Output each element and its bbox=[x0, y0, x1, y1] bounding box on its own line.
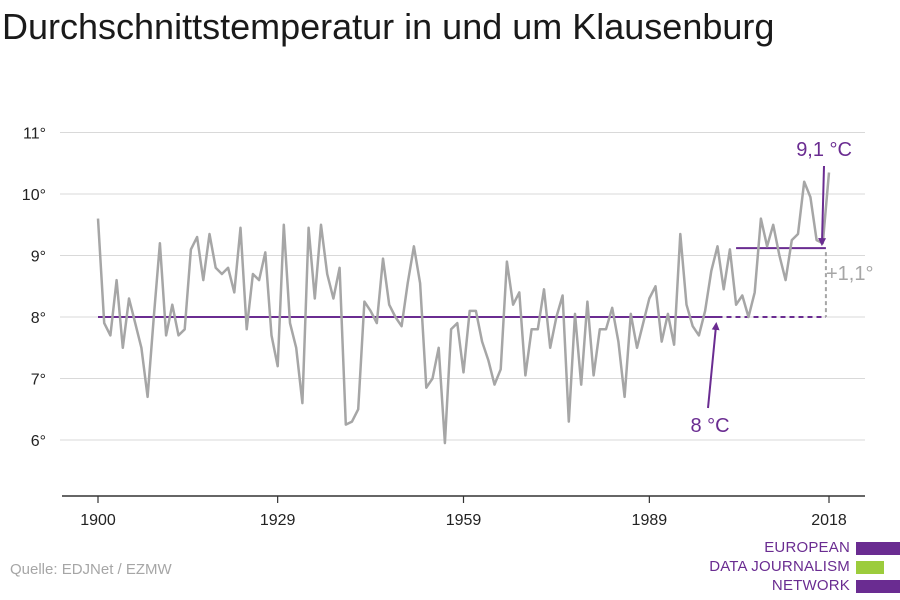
annotation-labels: 8 °C 9,1 °C +1,1° bbox=[690, 139, 873, 437]
logo-line-european: EUROPEAN bbox=[764, 539, 850, 556]
y-tick-label-8: 8° bbox=[31, 310, 46, 327]
y-tick-label-9: 9° bbox=[31, 249, 46, 266]
y-tick-label-11: 11° bbox=[23, 126, 46, 143]
logo-line-network: NETWORK bbox=[771, 577, 850, 594]
series-line-group bbox=[96, 172, 831, 445]
x-tick-label-1900: 1900 bbox=[80, 512, 116, 529]
x-tick-label-1929: 1929 bbox=[260, 512, 296, 529]
logo-bar-top bbox=[856, 542, 900, 555]
logo-line-data-journalism: DATA JOURNALISM bbox=[709, 558, 850, 575]
edjnet-logo: EUROPEAN DATA JOURNALISM NETWORK bbox=[700, 539, 900, 597]
gridlines bbox=[60, 132, 865, 441]
recent-average-label: 9,1 °C bbox=[796, 139, 852, 161]
y-tick-label-6: 6° bbox=[31, 433, 46, 450]
y-tick-label-7: 7° bbox=[31, 372, 46, 389]
baseline-label: 8 °C bbox=[690, 415, 729, 437]
x-tick-label-1989: 1989 bbox=[632, 512, 668, 529]
temperature-series-line bbox=[96, 172, 831, 445]
logo-bar-bottom bbox=[856, 580, 900, 593]
page-title: Durchschnittstemperatur in und um Klause… bbox=[2, 6, 775, 47]
difference-label: +1,1° bbox=[826, 263, 873, 285]
y-tick-labels: 6° 7° 8° 9° 10° 11° bbox=[22, 126, 46, 451]
baseline-arrow bbox=[707, 322, 720, 409]
x-tick-label-2018: 2018 bbox=[811, 512, 847, 529]
recent-average-arrow bbox=[818, 165, 827, 247]
y-tick-label-10: 10° bbox=[22, 187, 46, 204]
source-credit: Quelle: EDJNet / EZMW bbox=[10, 561, 172, 578]
logo-bar-middle bbox=[856, 561, 884, 574]
x-tick-label-1959: 1959 bbox=[446, 512, 482, 529]
x-axis: 1900 1929 1959 1989 2018 bbox=[62, 495, 865, 529]
